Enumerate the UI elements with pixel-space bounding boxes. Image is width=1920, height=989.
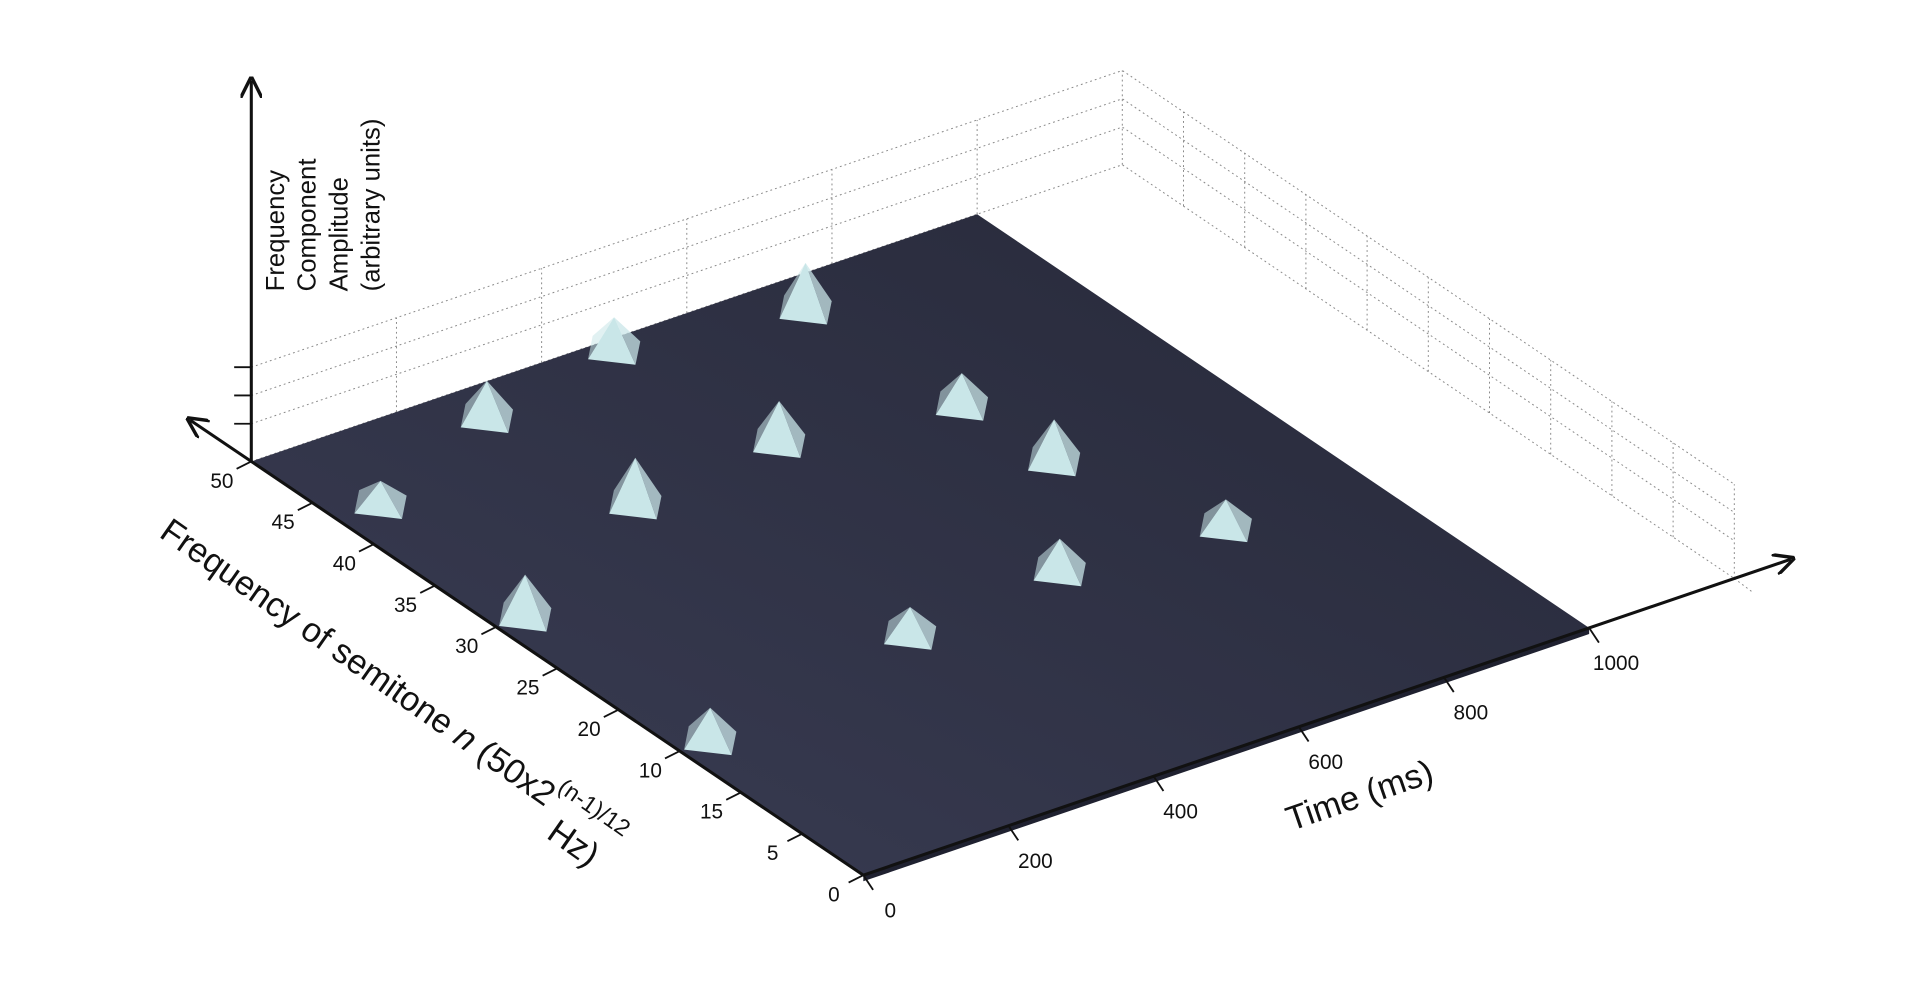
x-tick-label: 400 <box>1163 800 1198 823</box>
y-tick <box>297 502 313 511</box>
peak-face <box>684 707 732 756</box>
z-axis-title: Amplitude <box>325 177 353 291</box>
y-tick-label: 10 <box>639 759 662 782</box>
peak-face <box>1027 419 1055 471</box>
peak-face <box>710 707 737 756</box>
y-tick-label: 20 <box>578 718 601 741</box>
peak <box>779 262 832 325</box>
x-tick <box>1443 676 1455 693</box>
peak-face <box>961 373 989 421</box>
z-axis-title: Component <box>294 159 322 292</box>
x-tick <box>1298 726 1310 743</box>
y-tick-label: 5 <box>767 842 779 865</box>
y-tick-label: 50 <box>210 470 233 493</box>
x-tick <box>1152 775 1165 792</box>
x-tick-label: 600 <box>1308 751 1343 774</box>
peak-face <box>380 480 407 519</box>
x-axis <box>862 559 1791 877</box>
surface-floor <box>251 214 1590 876</box>
peak <box>753 400 806 458</box>
x-tick-label: 1000 <box>1593 652 1639 675</box>
y-tick-label: 25 <box>516 677 539 700</box>
peak <box>460 380 513 434</box>
y-tick <box>725 791 742 801</box>
peak-face <box>499 574 547 632</box>
peak-face <box>779 400 806 458</box>
peak-face <box>753 400 801 458</box>
peak-face <box>460 380 487 428</box>
peak-face <box>1199 499 1226 537</box>
peak-face <box>1027 419 1076 477</box>
peak <box>1199 499 1252 543</box>
grid-line <box>1734 578 1755 594</box>
y-tick <box>542 667 558 677</box>
axes: 0 200 400 600 800 1000 0 5 15 10 20 25 30 35 40 45 50 <box>190 81 1791 922</box>
peak-face <box>935 373 962 415</box>
peak-face <box>779 262 827 325</box>
peak-face <box>635 457 662 520</box>
x-tick-label: 0 <box>884 899 896 922</box>
peak <box>609 457 662 520</box>
peak-face <box>460 380 509 434</box>
peak-face <box>486 380 513 434</box>
y-title-part: (50x2 <box>462 728 562 814</box>
peak <box>883 606 937 650</box>
y-tick <box>358 543 375 553</box>
peak <box>1027 419 1081 477</box>
z-axis-title: Frequency <box>262 170 290 292</box>
y-tick <box>664 750 681 760</box>
peak <box>1033 538 1086 587</box>
y-tick-label: 35 <box>394 594 417 617</box>
x-axis-title: Time (ms) <box>1281 753 1438 839</box>
peak <box>354 480 407 519</box>
grid <box>250 69 1755 594</box>
x-tick <box>862 874 874 891</box>
peak-face <box>1225 499 1252 543</box>
peak-face <box>935 373 984 421</box>
peak <box>935 373 989 421</box>
x-tick <box>1007 825 1020 841</box>
peak-face <box>354 480 402 519</box>
peak-face <box>753 400 780 453</box>
peak-face <box>1054 419 1081 477</box>
y-tick-label: 40 <box>333 553 356 576</box>
y-tick <box>481 626 497 636</box>
x-tick <box>1588 627 1600 644</box>
peak-face <box>1059 538 1086 587</box>
y-tick-label: 45 <box>272 511 295 534</box>
x-tick-label: 200 <box>1018 850 1053 873</box>
peak-face <box>883 606 932 650</box>
peak-face <box>1033 538 1082 587</box>
y-tick <box>603 708 619 718</box>
peak-face <box>910 606 937 650</box>
y-tick <box>848 874 864 884</box>
peak-face <box>525 574 552 632</box>
z-axis-title: (arbitrary units) <box>357 119 385 292</box>
x-tick-label: 800 <box>1454 702 1489 725</box>
y-tick <box>419 584 436 594</box>
y-tick-label: 15 <box>700 801 723 824</box>
y-tick <box>236 460 252 470</box>
y-axis <box>190 420 865 877</box>
peak-face <box>588 317 636 365</box>
peak <box>684 707 737 756</box>
y-tick-label: 30 <box>455 635 478 658</box>
peak-face <box>1199 499 1248 543</box>
y-tick <box>787 832 803 842</box>
peak-face <box>805 262 832 325</box>
y-tick-label: 0 <box>828 883 840 906</box>
peak-face <box>614 317 641 365</box>
peak-face <box>609 457 657 520</box>
peak <box>499 574 552 632</box>
peak <box>588 317 641 365</box>
